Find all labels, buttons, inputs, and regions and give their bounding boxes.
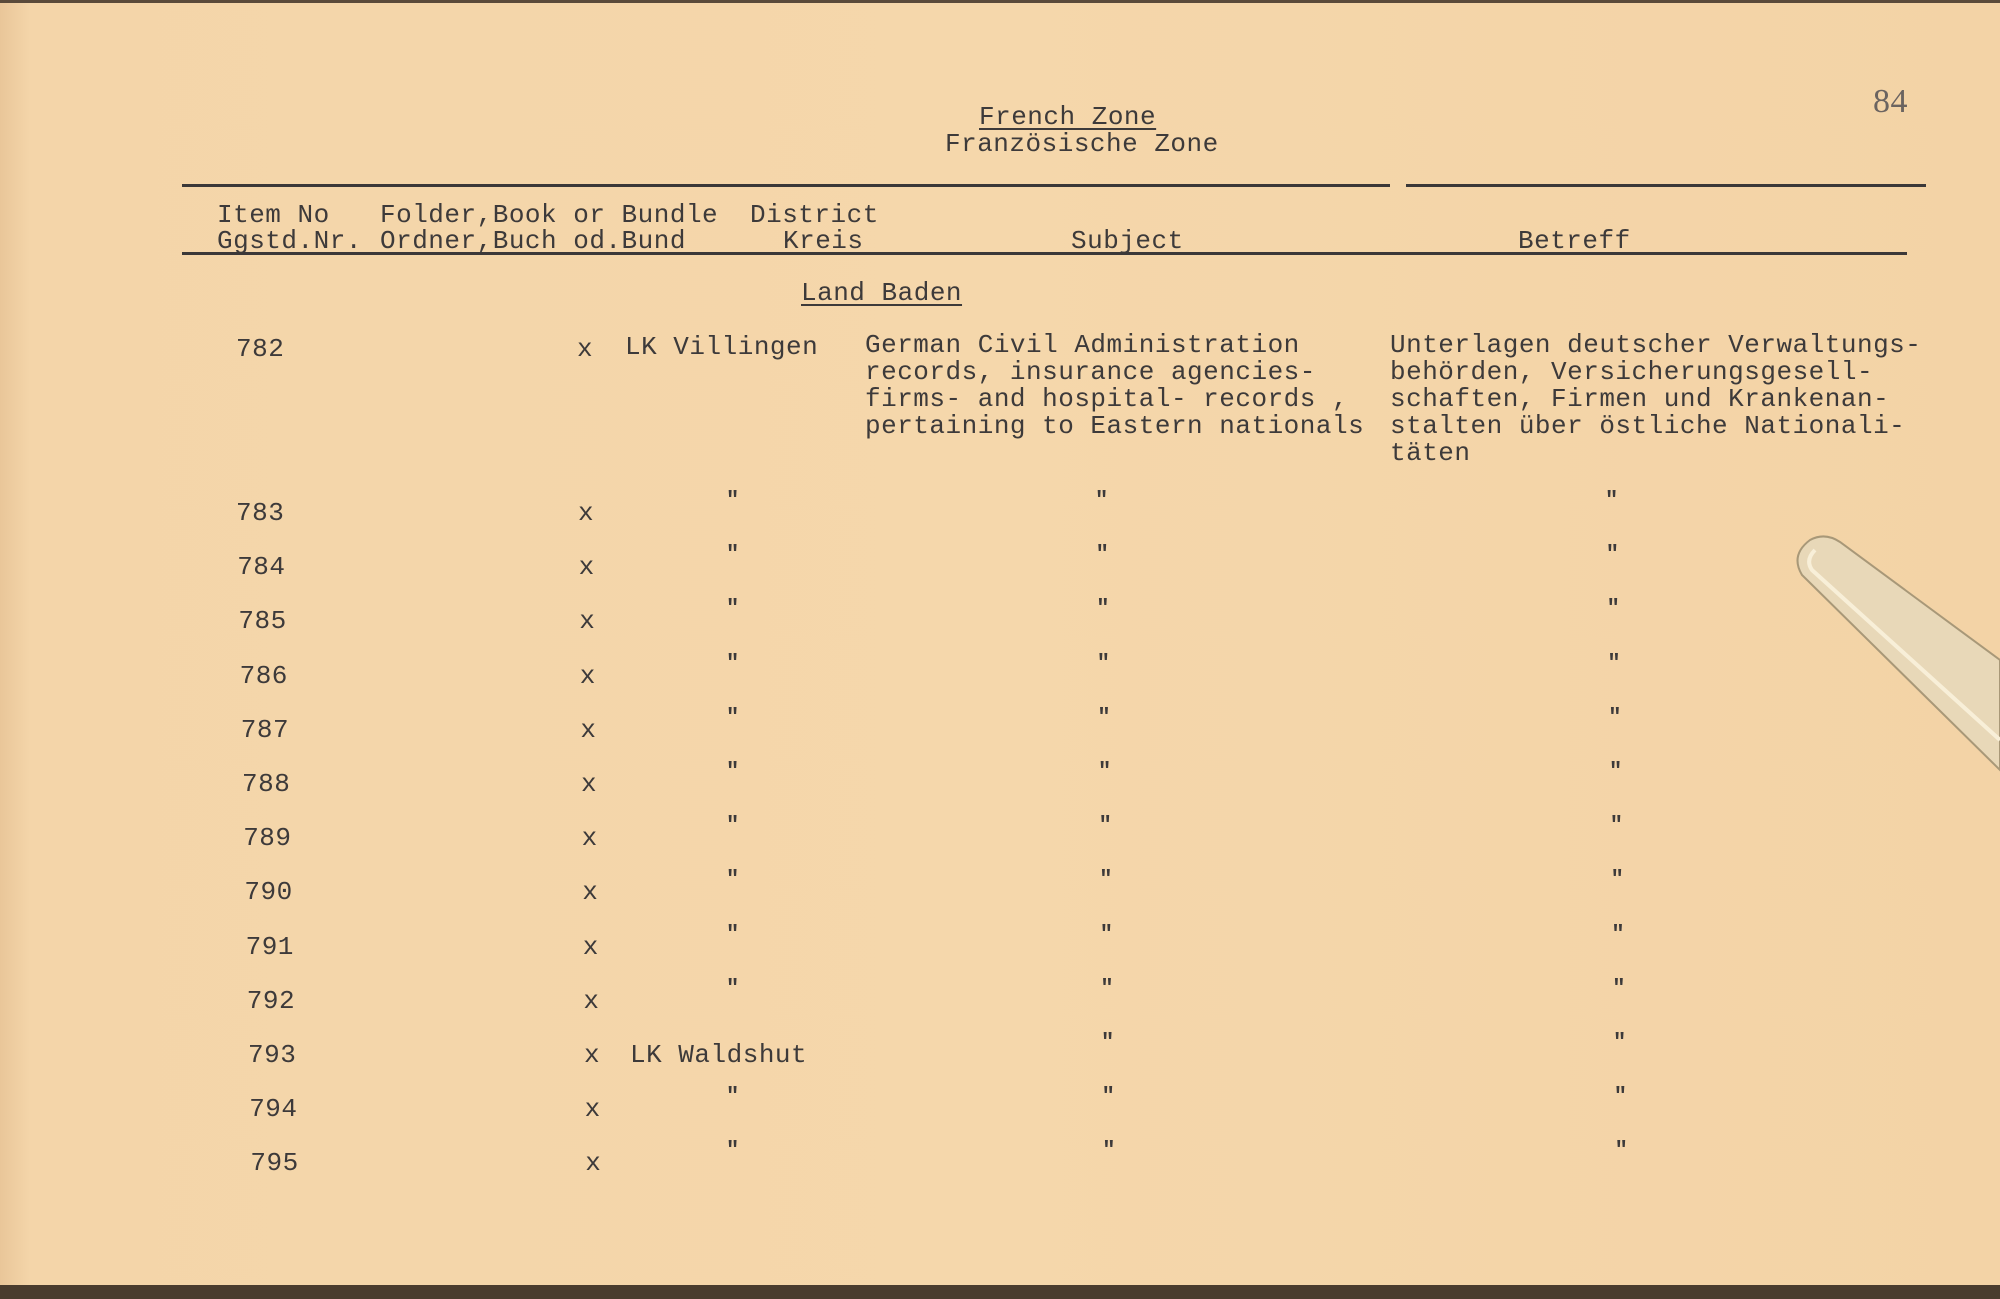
subject-ditto: " [1099,921,1113,947]
district: " [726,488,740,513]
district: " [726,542,740,568]
betreff-line: schaften, Firmen und Krankenan- [1390,384,1890,414]
folder-mark: x [584,1040,601,1070]
folder-mark: x [582,931,599,962]
district: LK Waldshut [630,1040,808,1070]
folder-mark: x [579,606,596,637]
betreff-ditto: " [1611,921,1625,947]
district: " [726,1138,740,1164]
folder-mark: x [577,334,594,364]
district: " [726,1084,740,1110]
item-number: 792 [246,985,296,1016]
betreff-line: täten [1390,438,1471,468]
district: " [726,813,740,839]
district: " [726,867,740,893]
page-number: 84 [1873,83,1908,120]
betreff-ditto: " [1613,1030,1627,1055]
item-number: 795 [250,1148,299,1179]
district: " [726,650,740,676]
folder-mark: x [585,1148,602,1179]
folder-mark: x [581,823,598,854]
item-number: 785 [238,606,287,637]
page-bottom-edge [0,1285,2000,1299]
betreff-line: behörden, Versicherungsgesell- [1390,357,1874,387]
header-bottom-rule [182,252,1907,255]
item-number: 790 [244,877,293,908]
subject-ditto: " [1097,704,1111,730]
betreff-line: Unterlagen deutscher Verwaltungs- [1390,330,1922,360]
betreff-ditto: " [1613,1084,1627,1110]
title-english: French Zone [979,102,1157,132]
subject-line: German Civil Administration [865,330,1300,360]
header-betreff: Betreff [1518,226,1631,256]
district: " [726,921,740,947]
subject-ditto: " [1101,1030,1115,1055]
top-rule-left [182,184,1390,187]
betreff-ditto: " [1609,759,1623,784]
folder-mark: x [583,985,600,1016]
item-number: 793 [248,1040,297,1070]
item-number: 786 [239,660,288,691]
betreff-ditto: " [1607,650,1621,676]
title-german: Französische Zone [945,129,1219,159]
header-district-en: District [750,200,879,230]
top-rule-right [1406,184,1926,187]
item-number: 783 [236,498,285,528]
betreff-ditto: " [1605,542,1619,568]
district: " [726,596,740,622]
betreff-line: stalten über östliche Nationali- [1390,411,1906,441]
folder-mark: x [578,498,595,528]
betreff-cell: Unterlagen deutscher Verwaltungs- behörd… [1390,332,1921,467]
district: " [726,704,740,730]
subject-ditto: " [1098,813,1112,839]
subject-ditto: " [1095,488,1109,513]
subject-ditto: " [1096,596,1110,622]
subject-ditto: " [1102,1138,1116,1164]
folder-mark: x [582,877,599,908]
header-district-de: Kreis [783,226,864,256]
subject-ditto: " [1095,542,1109,568]
betreff-ditto: " [1609,813,1623,839]
header-item-de: Ggstd.Nr. [217,226,362,256]
betreff-ditto: " [1612,975,1626,1001]
item-number: 784 [237,552,286,583]
item-number: 791 [245,931,294,962]
district: " [726,759,740,784]
subject-ditto: " [1100,975,1114,1001]
betreff-ditto: " [1606,596,1620,622]
folder-mark: x [579,660,596,691]
folder-mark: x [580,714,597,745]
header-subject: Subject [1071,226,1184,256]
betreff-ditto: " [1610,867,1624,893]
district: LK Villingen [625,332,819,362]
header-item-en: Item No [217,200,330,230]
subject-ditto: " [1096,650,1110,676]
item-number: 787 [240,714,290,745]
folder-mark: x [578,552,595,583]
folder-mark: x [581,769,598,799]
page-top-edge [0,0,2000,3]
subject-cell: German Civil Administration records, ins… [865,332,1364,440]
item-number: 794 [249,1094,298,1125]
header-folder-en: Folder,Book or Bundle [380,200,719,230]
tweezers-object [1796,535,2000,772]
subject-line: firms- and hospital- records , [865,384,1349,414]
district: " [726,975,740,1001]
item-number: 788 [242,769,291,799]
subject-ditto: " [1099,867,1113,893]
betreff-ditto: " [1608,704,1622,730]
subject-line: records, insurance agencies- [865,357,1316,387]
item-number: 789 [243,823,292,854]
subject-line: pertaining to Eastern nationals [865,411,1365,441]
item-number: 782 [236,334,285,364]
section-heading: Land Baden [801,278,963,308]
folder-mark: x [584,1094,601,1125]
header-folder-de: Ordner,Buch od.Bund [380,226,686,256]
betreff-ditto: " [1605,488,1619,513]
subject-ditto: " [1101,1084,1115,1110]
subject-ditto: " [1098,759,1112,784]
betreff-ditto: " [1614,1138,1628,1164]
